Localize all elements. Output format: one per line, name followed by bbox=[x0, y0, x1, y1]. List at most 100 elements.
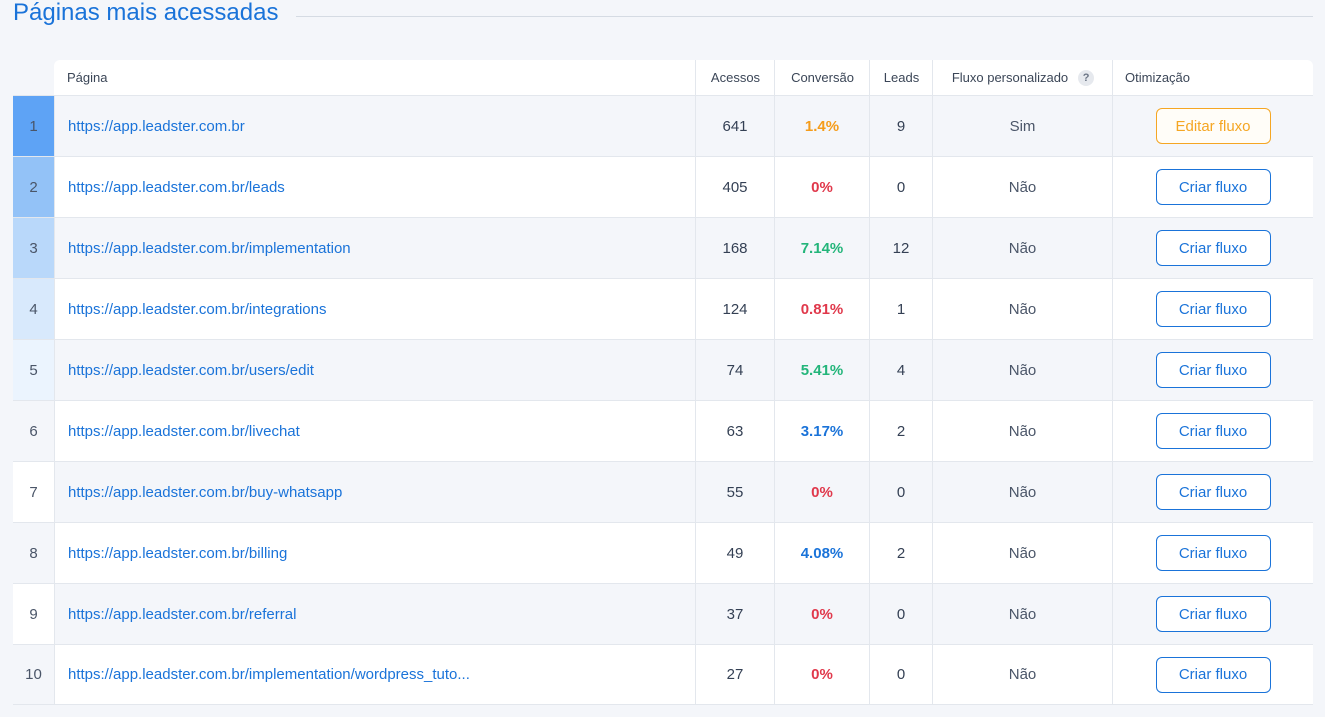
create-flow-button[interactable]: Criar fluxo bbox=[1155, 474, 1271, 510]
column-header-pagina[interactable]: Página bbox=[67, 70, 108, 85]
conversao-value: 4.08% bbox=[774, 523, 869, 583]
leads-value: 2 bbox=[869, 523, 932, 583]
page-url-link[interactable]: https://app.leadster.com.br/implementati… bbox=[54, 218, 695, 278]
otimizacao-cell: Editar fluxo bbox=[1112, 96, 1313, 156]
row-rank: 10 bbox=[13, 645, 54, 704]
row-rank: 9 bbox=[13, 584, 54, 644]
create-flow-button[interactable]: Criar fluxo bbox=[1155, 535, 1271, 571]
conversao-value: 0% bbox=[774, 645, 869, 704]
create-flow-button[interactable]: Criar fluxo bbox=[1155, 169, 1271, 205]
create-flow-button[interactable]: Criar fluxo bbox=[1155, 413, 1271, 449]
otimizacao-cell: Criar fluxo bbox=[1112, 218, 1313, 278]
table-row: 1 https://app.leadster.com.br 641 1.4% 9 Sim E… bbox=[13, 95, 1313, 156]
acessos-value: 641 bbox=[695, 96, 774, 156]
section-header: Páginas mais acessadas bbox=[13, 0, 1313, 30]
title-divider bbox=[296, 15, 1313, 17]
table-row: 10 https://app.leadster.com.br/implementa… bbox=[13, 644, 1313, 705]
leads-value: 1 bbox=[869, 279, 932, 339]
acessos-value: 27 bbox=[695, 645, 774, 704]
row-rank: 6 bbox=[13, 401, 54, 461]
page-url-link[interactable]: https://app.leadster.com.br/buy-whatsapp bbox=[54, 462, 695, 522]
page-url-link[interactable]: https://app.leadster.com.br bbox=[54, 96, 695, 156]
table-body: 1 https://app.leadster.com.br 641 1.4% 9 Sim E… bbox=[13, 95, 1313, 705]
acessos-value: 37 bbox=[695, 584, 774, 644]
leads-value: 12 bbox=[869, 218, 932, 278]
row-rank: 5 bbox=[13, 340, 54, 400]
fluxo-personalizado-value: Não bbox=[932, 523, 1112, 583]
top-pages-table: Página Acessos Conversão Leads Fluxo per… bbox=[13, 60, 1313, 706]
acessos-value: 74 bbox=[695, 340, 774, 400]
row-rank: 2 bbox=[13, 157, 54, 217]
otimizacao-cell: Criar fluxo bbox=[1112, 157, 1313, 217]
acessos-value: 124 bbox=[695, 279, 774, 339]
fluxo-personalizado-value: Não bbox=[932, 279, 1112, 339]
table-row: 2 https://app.leadster.com.br/leads 405 0% 0… bbox=[13, 156, 1313, 217]
fluxo-personalizado-value: Não bbox=[932, 584, 1112, 644]
leads-value: 0 bbox=[869, 462, 932, 522]
acessos-value: 49 bbox=[695, 523, 774, 583]
leads-value: 4 bbox=[869, 340, 932, 400]
conversao-value: 7.14% bbox=[774, 218, 869, 278]
table-row: 6 https://app.leadster.com.br/livechat 63 3… bbox=[13, 400, 1313, 461]
page-url-link[interactable]: https://app.leadster.com.br/users/edit bbox=[54, 340, 695, 400]
fluxo-personalizado-value: Não bbox=[932, 645, 1112, 704]
leads-value: 0 bbox=[869, 584, 932, 644]
help-icon[interactable]: ? bbox=[1078, 69, 1095, 86]
table-row: 8 https://app.leadster.com.br/billing 49 4.… bbox=[13, 522, 1313, 583]
table-row: 3 https://app.leadster.com.br/implementat… bbox=[13, 217, 1313, 278]
otimizacao-cell: Criar fluxo bbox=[1112, 523, 1313, 583]
page-url-link[interactable]: https://app.leadster.com.br/referral bbox=[54, 584, 695, 644]
otimizacao-cell: Criar fluxo bbox=[1112, 401, 1313, 461]
table-row: 7 https://app.leadster.com.br/buy-whatsap… bbox=[13, 461, 1313, 522]
leads-value: 9 bbox=[869, 96, 932, 156]
edit-flow-button[interactable]: Editar fluxo bbox=[1155, 108, 1271, 144]
fluxo-personalizado-value: Não bbox=[932, 157, 1112, 217]
acessos-value: 63 bbox=[695, 401, 774, 461]
leads-value: 0 bbox=[869, 645, 932, 704]
page-url-link[interactable]: https://app.leadster.com.br/integrations bbox=[54, 279, 695, 339]
row-rank: 4 bbox=[13, 279, 54, 339]
column-header-fluxo: Fluxo personalizado ? bbox=[932, 60, 1113, 95]
conversao-value: 0% bbox=[774, 584, 869, 644]
create-flow-button[interactable]: Criar fluxo bbox=[1155, 230, 1271, 266]
conversao-value: 0.81% bbox=[774, 279, 869, 339]
conversao-value: 1.4% bbox=[774, 96, 869, 156]
page-url-link[interactable]: https://app.leadster.com.br/billing bbox=[54, 523, 695, 583]
fluxo-personalizado-value: Não bbox=[932, 218, 1112, 278]
page-url-link[interactable]: https://app.leadster.com.br/leads bbox=[54, 157, 695, 217]
acessos-value: 55 bbox=[695, 462, 774, 522]
page-title: Páginas mais acessadas bbox=[13, 0, 279, 26]
conversao-value: 0% bbox=[774, 157, 869, 217]
otimizacao-cell: Criar fluxo bbox=[1112, 462, 1313, 522]
column-header-conversao[interactable]: Conversão bbox=[774, 60, 870, 95]
page-url-link[interactable]: https://app.leadster.com.br/implementati… bbox=[54, 645, 695, 704]
otimizacao-cell: Criar fluxo bbox=[1112, 645, 1313, 704]
table-header: Página Acessos Conversão Leads Fluxo per… bbox=[54, 60, 1313, 95]
row-rank: 8 bbox=[13, 523, 54, 583]
acessos-value: 168 bbox=[695, 218, 774, 278]
row-rank: 7 bbox=[13, 462, 54, 522]
create-flow-button[interactable]: Criar fluxo bbox=[1155, 352, 1271, 388]
column-header-fluxo-label: Fluxo personalizado bbox=[951, 70, 1069, 85]
fluxo-personalizado-value: Não bbox=[932, 401, 1112, 461]
page-url-link[interactable]: https://app.leadster.com.br/livechat bbox=[54, 401, 695, 461]
otimizacao-cell: Criar fluxo bbox=[1112, 340, 1313, 400]
create-flow-button[interactable]: Criar fluxo bbox=[1155, 291, 1271, 327]
otimizacao-cell: Criar fluxo bbox=[1112, 279, 1313, 339]
create-flow-button[interactable]: Criar fluxo bbox=[1155, 656, 1271, 693]
acessos-value: 405 bbox=[695, 157, 774, 217]
row-rank: 1 bbox=[13, 96, 54, 156]
fluxo-personalizado-value: Não bbox=[932, 462, 1112, 522]
conversao-value: 0% bbox=[774, 462, 869, 522]
leads-value: 2 bbox=[869, 401, 932, 461]
table-row: 9 https://app.leadster.com.br/referral 37 0… bbox=[13, 583, 1313, 644]
column-header-otimizacao: Otimização bbox=[1112, 60, 1313, 95]
conversao-value: 5.41% bbox=[774, 340, 869, 400]
table-row: 5 https://app.leadster.com.br/users/edit 7… bbox=[13, 339, 1313, 400]
conversao-value: 3.17% bbox=[774, 401, 869, 461]
column-header-leads[interactable]: Leads bbox=[869, 60, 933, 95]
leads-value: 0 bbox=[869, 157, 932, 217]
create-flow-button[interactable]: Criar fluxo bbox=[1155, 596, 1271, 632]
row-rank: 3 bbox=[13, 218, 54, 278]
column-header-acessos[interactable]: Acessos bbox=[695, 60, 775, 95]
